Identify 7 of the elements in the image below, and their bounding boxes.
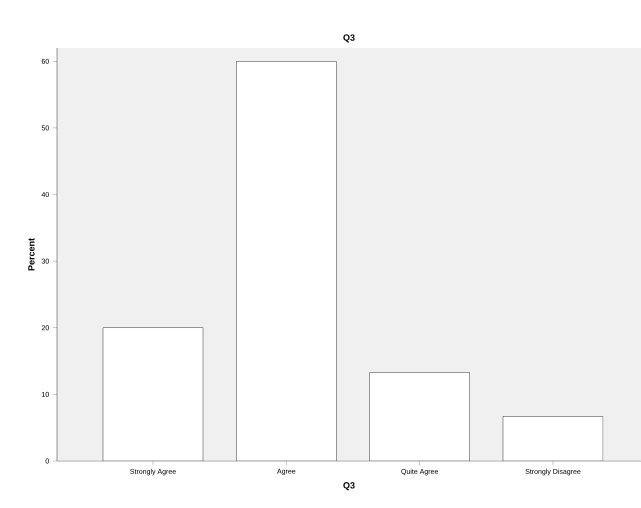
- chart-title: Q3: [343, 34, 355, 42]
- bar: [502, 416, 604, 461]
- bar: [103, 328, 203, 461]
- bar: [236, 61, 336, 461]
- bar: [370, 372, 470, 461]
- x-axis-title: Q3: [343, 482, 355, 490]
- y-axis-title: Percent: [28, 238, 35, 270]
